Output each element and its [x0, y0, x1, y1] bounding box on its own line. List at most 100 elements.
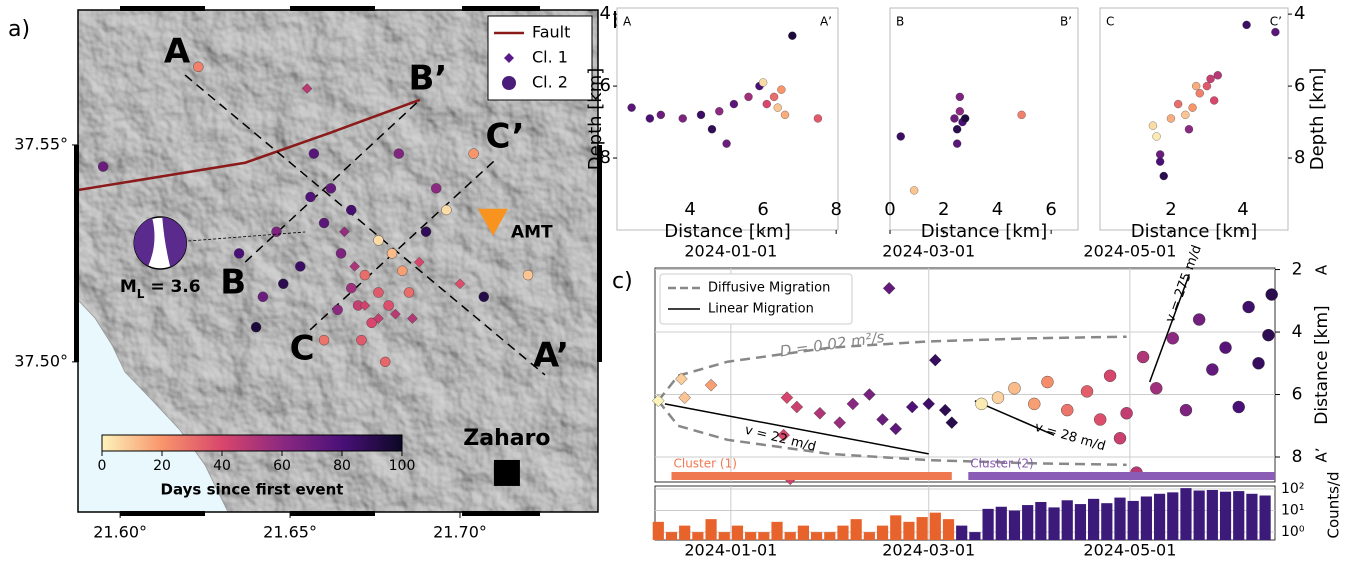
event-circle — [441, 205, 451, 215]
legend-label: Diffusive Migration — [708, 281, 830, 296]
count-bar — [1154, 494, 1165, 540]
event-circle — [1121, 407, 1133, 419]
event-circle — [992, 392, 1004, 404]
event-circle — [346, 283, 356, 293]
event-circle — [956, 93, 964, 101]
corner-label: B’ — [1060, 15, 1072, 29]
event-circle — [360, 270, 370, 280]
x-tick-label: 6 — [1045, 199, 1056, 220]
legend-label: Fault — [532, 23, 570, 42]
x-axis-label: Distance [km] — [921, 221, 1047, 242]
count-bar — [1167, 492, 1178, 540]
event-circle — [1061, 404, 1073, 416]
count-bar — [930, 513, 941, 540]
event-circle — [469, 149, 479, 159]
event-circle — [1214, 71, 1222, 79]
count-bar — [719, 532, 730, 540]
count-bar — [758, 532, 769, 540]
event-circle — [953, 125, 961, 133]
cluster-label: Cluster (1) — [673, 457, 736, 471]
station-label: AMT — [511, 223, 553, 243]
count-bar — [824, 532, 835, 540]
count-bar — [679, 526, 690, 540]
x-tick-label: 4 — [684, 199, 695, 220]
event-circle — [1081, 385, 1093, 397]
event-circle — [715, 107, 723, 115]
count-bar — [705, 519, 716, 540]
event-circle — [1181, 111, 1189, 119]
event-circle — [479, 292, 489, 302]
count-bar — [1180, 488, 1191, 540]
y-tick-label: 37.55° — [14, 134, 68, 153]
event-circle — [1150, 382, 1162, 394]
count-bar — [771, 522, 782, 540]
count-bar — [1207, 490, 1218, 540]
count-bar — [1088, 499, 1099, 540]
figure: a) b) c) AA’BB’CC’ML = 3.6AMTZaharoFault… — [0, 0, 1350, 561]
event-circle — [1104, 370, 1116, 382]
event-circle — [759, 78, 767, 86]
event-circle — [745, 93, 753, 101]
y-tick-label: 8 — [1292, 447, 1303, 467]
event-circle — [421, 227, 431, 237]
count-bar — [1101, 503, 1112, 540]
frame-bar — [290, 6, 375, 11]
x-tick-label: 2024-05-01 — [1083, 541, 1176, 560]
event-circle — [373, 235, 383, 245]
event-circle — [319, 218, 329, 228]
event-circle — [346, 205, 356, 215]
event-circle — [1206, 364, 1218, 376]
event-circle — [1253, 357, 1265, 369]
event-circle — [1207, 75, 1215, 83]
event-circle — [384, 300, 394, 310]
x-tick-label: 2024-03-01 — [882, 541, 975, 560]
axes-frame — [890, 8, 1078, 230]
y-axis-label: Counts/d — [1325, 472, 1343, 539]
count-bar — [785, 532, 796, 540]
x-tick-label: 21.70° — [433, 523, 487, 542]
event-circle — [326, 183, 336, 193]
event-circle — [1149, 122, 1157, 130]
event-circle — [1137, 351, 1149, 363]
legend-circle — [502, 76, 516, 90]
count-bar — [851, 519, 862, 540]
y-tick-label: 8 — [1294, 147, 1305, 168]
event-circle — [897, 132, 905, 140]
colorbar-tick-label: 80 — [333, 458, 351, 474]
event-circle — [431, 183, 441, 193]
event-circle — [1203, 82, 1211, 90]
y-axis-top-label: A — [1313, 264, 1331, 275]
event-circle — [708, 125, 716, 133]
count-bar — [917, 517, 928, 540]
count-bar — [1246, 494, 1257, 540]
y-tick-label: 2 — [1292, 260, 1303, 280]
event-circle — [380, 357, 390, 367]
x-tick-label: 21.65° — [263, 523, 317, 542]
event-circle — [1243, 301, 1255, 313]
event-circle — [1018, 111, 1026, 119]
frame-bar — [290, 511, 375, 516]
panel-label: c) — [612, 269, 633, 294]
event-circle — [1185, 125, 1193, 133]
frame-bar — [462, 6, 540, 11]
event-circle — [1153, 132, 1161, 140]
event-circle — [1266, 289, 1278, 301]
x-tick-label: 0 — [884, 199, 895, 220]
y-axis-bottom-label: A’ — [1313, 447, 1331, 462]
event-circle — [1167, 332, 1179, 344]
legend-label: Cl. 1 — [532, 48, 568, 67]
event-circle — [1160, 172, 1168, 180]
count-bar — [1260, 495, 1271, 540]
event-circle — [333, 305, 343, 315]
event-circle — [1156, 158, 1164, 166]
event-circle — [961, 114, 969, 122]
x-axis-label: Distance [km] — [1131, 221, 1257, 242]
count-bar — [903, 522, 914, 540]
section-label: C’ — [485, 117, 524, 157]
event-circle — [679, 114, 687, 122]
y-tick-label: 4 — [1294, 3, 1305, 24]
count-bar — [1220, 492, 1231, 540]
event-circle — [295, 261, 305, 271]
count-bar — [864, 532, 875, 540]
count-bar — [1194, 491, 1205, 540]
